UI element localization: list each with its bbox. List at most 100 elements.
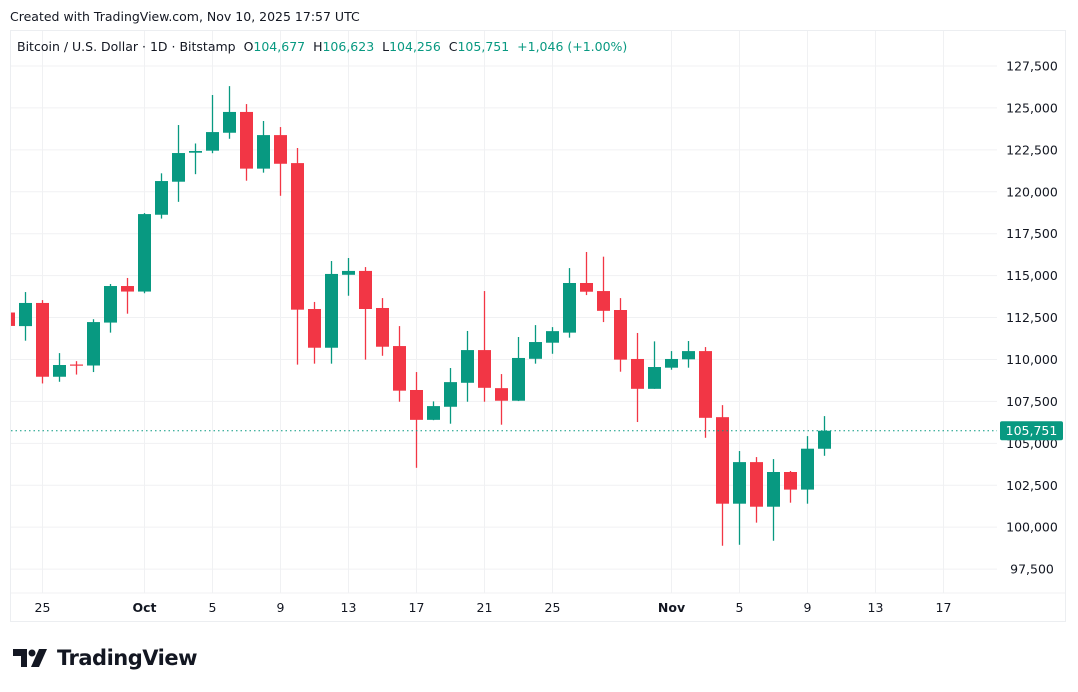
candle xyxy=(359,267,372,360)
candle-body xyxy=(597,291,610,311)
y-tick-label: 110,000 xyxy=(1006,352,1058,367)
candle-body xyxy=(155,181,168,215)
change-value: +1,046 (+1.00%) xyxy=(517,39,628,54)
candle-body xyxy=(818,430,831,449)
candle-body xyxy=(529,342,542,359)
low-label: L xyxy=(382,39,390,54)
y-tick-label: 122,500 xyxy=(1006,142,1058,157)
y-tick-label: 125,000 xyxy=(1006,100,1058,115)
candle-body xyxy=(716,417,729,504)
candle xyxy=(750,457,763,523)
candle xyxy=(580,251,593,296)
x-tick-label: 13 xyxy=(341,600,357,615)
candle-body xyxy=(631,358,644,389)
candle xyxy=(342,258,355,296)
candle-body xyxy=(138,214,151,292)
candle xyxy=(36,300,49,384)
candle xyxy=(393,326,406,402)
last-price-label: 105,751 xyxy=(1006,423,1058,438)
x-tick-label: 25 xyxy=(35,600,51,615)
candle xyxy=(308,301,321,364)
x-tick-label: 9 xyxy=(804,600,812,615)
candle-body xyxy=(70,364,83,366)
candle xyxy=(529,325,542,364)
candle-body xyxy=(257,135,270,169)
candle xyxy=(784,470,797,503)
y-tick-label: 100,000 xyxy=(1006,520,1058,535)
candle-body xyxy=(172,153,185,182)
close-value: 105,751 xyxy=(457,39,510,54)
candle xyxy=(614,298,627,372)
candle-body xyxy=(274,135,287,164)
tradingview-logo[interactable]: TradingView xyxy=(13,646,197,670)
candle xyxy=(546,327,559,354)
candle-body xyxy=(206,132,219,151)
low-value: 104,256 xyxy=(389,39,441,54)
candle-body xyxy=(121,286,134,292)
open-value: 104,677 xyxy=(253,39,306,54)
candle xyxy=(376,298,389,356)
candle xyxy=(427,401,440,421)
candle-body xyxy=(189,151,202,153)
x-tick-label: Oct xyxy=(132,600,156,615)
candle-body xyxy=(325,273,338,348)
candle xyxy=(495,374,508,425)
candle-body xyxy=(376,307,389,347)
candle-body xyxy=(308,308,321,348)
candle xyxy=(206,95,219,154)
chart-legend: Bitcoin / U.S. Dollar · 1D · Bitstamp O1… xyxy=(17,39,627,54)
tradingview-logo-text: TradingView xyxy=(57,646,197,670)
x-tick-label: 21 xyxy=(477,600,493,615)
candle-body xyxy=(546,331,559,343)
created-with-caption: Created with TradingView.com, Nov 10, 20… xyxy=(10,9,360,24)
close-label: C xyxy=(448,39,458,54)
candle xyxy=(648,341,661,389)
x-tick-label: 9 xyxy=(277,600,285,615)
candle xyxy=(19,292,32,341)
candle xyxy=(70,361,83,375)
x-tick-label: 5 xyxy=(736,600,744,615)
candle-body xyxy=(750,462,763,507)
candle-body xyxy=(410,389,423,420)
candle xyxy=(699,347,712,438)
candle xyxy=(87,319,100,373)
candle xyxy=(767,459,780,541)
candle xyxy=(461,330,474,402)
x-tick-label: 5 xyxy=(209,600,217,615)
candle xyxy=(801,436,814,504)
candle-body xyxy=(36,302,49,377)
candle-body xyxy=(359,270,372,309)
candle-body xyxy=(104,286,117,323)
candle-body xyxy=(427,406,440,420)
candle xyxy=(172,125,185,202)
y-tick-label: 127,500 xyxy=(1006,59,1058,74)
candle-body xyxy=(784,472,797,490)
candle-body xyxy=(767,472,780,507)
y-tick-label: 97,500 xyxy=(1010,562,1054,577)
candle xyxy=(410,372,423,468)
y-tick-label: 112,500 xyxy=(1006,310,1058,325)
open-label: O xyxy=(243,39,254,54)
candle-body xyxy=(512,357,525,401)
y-tick-label: 107,500 xyxy=(1006,394,1058,409)
candle-body xyxy=(495,388,508,401)
high-value: 106,623 xyxy=(322,39,375,54)
candle xyxy=(682,341,695,368)
candle xyxy=(716,405,729,546)
candle-body xyxy=(19,302,32,327)
last-price-badge xyxy=(1000,421,1063,441)
candle xyxy=(189,143,202,175)
candle-body xyxy=(801,448,814,490)
tradingview-logo-icon xyxy=(13,649,47,667)
x-tick-label: 25 xyxy=(545,600,561,615)
candle-body xyxy=(11,312,15,326)
candle-body xyxy=(733,462,746,504)
candle xyxy=(563,268,576,338)
candle-body xyxy=(563,283,576,333)
symbol-title: Bitcoin / U.S. Dollar · 1D · Bitstamp xyxy=(17,39,236,54)
candle xyxy=(104,284,117,333)
candle xyxy=(291,148,304,365)
y-tick-label: 120,000 xyxy=(1006,184,1058,199)
candle-body xyxy=(53,365,66,377)
